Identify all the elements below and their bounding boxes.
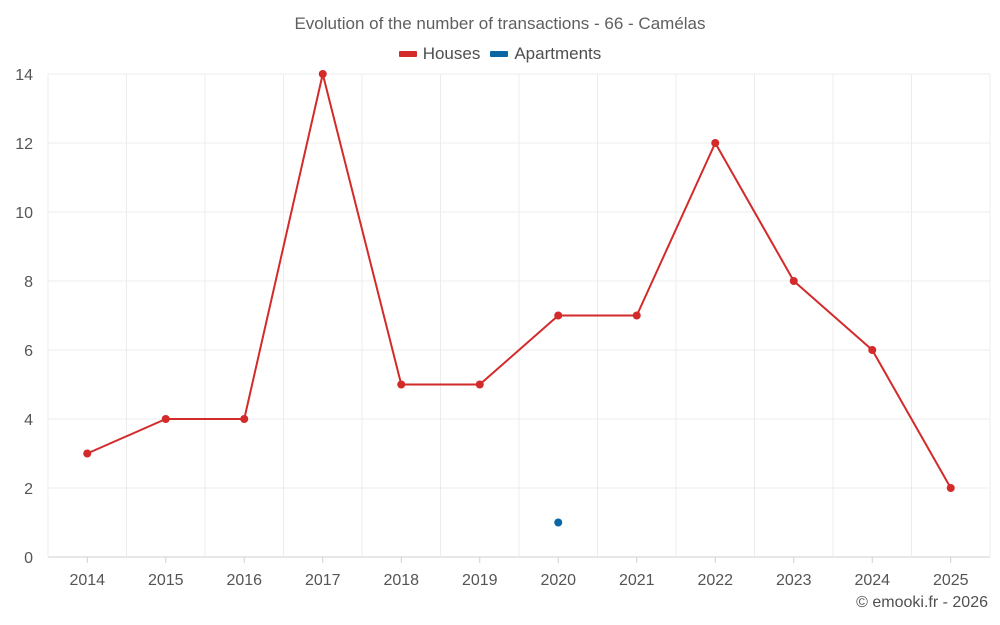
y-tick-label: 2	[24, 481, 33, 498]
y-tick-label: 4	[24, 412, 33, 429]
y-tick-label: 0	[24, 550, 33, 567]
data-point-houses	[318, 70, 327, 78]
data-point-houses	[475, 380, 484, 389]
legend-item-apartments[interactable]: Apartments	[490, 44, 601, 64]
x-tick-label: 2015	[148, 572, 184, 589]
data-point-houses	[632, 311, 641, 320]
x-tick-label: 2017	[305, 572, 341, 589]
x-tick-label: 2025	[933, 572, 969, 589]
data-point-houses	[711, 139, 720, 147]
series-line-houses	[86, 73, 952, 489]
y-tick-label: 12	[15, 136, 33, 153]
y-tick-label: 8	[24, 274, 33, 291]
y-tick-label: 14	[15, 67, 33, 84]
data-point-houses	[789, 277, 798, 285]
data-point-houses	[868, 346, 877, 354]
y-tick-label: 10	[15, 205, 33, 222]
x-tick-label: 2014	[69, 572, 105, 589]
data-point-houses	[83, 449, 92, 458]
data-point-houses	[946, 484, 955, 492]
x-tick-label: 2016	[226, 572, 262, 589]
legend-swatch-houses	[398, 51, 417, 57]
legend-swatch-apartments	[490, 51, 509, 57]
chart-title: Evolution of the number of transactions …	[294, 14, 706, 33]
data-point-houses	[554, 311, 563, 320]
x-tick-label: 2020	[540, 572, 576, 589]
y-tick-label: 6	[24, 343, 33, 360]
legend-label-apartments: Apartments	[514, 44, 602, 63]
x-tick-label: 2023	[776, 572, 812, 589]
data-point-houses	[240, 415, 249, 423]
x-tick-label: 2024	[854, 572, 890, 589]
legend: Houses Apartments	[0, 44, 1000, 64]
credit-text: © emooki.fr - 2026	[856, 594, 988, 611]
x-tick-label: 2018	[383, 572, 419, 589]
x-tick-label: 2022	[697, 572, 733, 589]
data-point-houses	[397, 380, 406, 389]
x-tick-label: 2021	[619, 572, 655, 589]
x-tick-label: 2019	[462, 572, 498, 589]
legend-label-houses: Houses	[422, 44, 481, 63]
legend-item-houses[interactable]: Houses	[398, 44, 481, 64]
data-point-apartments	[554, 518, 563, 527]
data-point-houses	[161, 415, 170, 423]
